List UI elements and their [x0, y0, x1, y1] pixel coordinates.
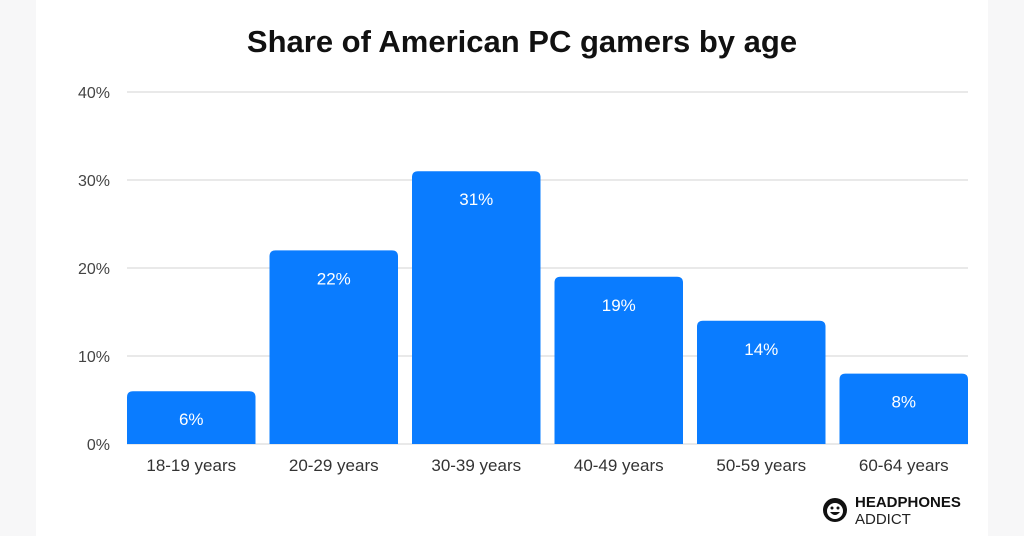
y-tick-label: 20% — [78, 261, 110, 278]
bar — [127, 391, 256, 444]
y-tick-label: 40% — [78, 85, 110, 102]
bar — [697, 320, 826, 444]
bar — [269, 250, 398, 444]
data-label: 8% — [891, 393, 916, 412]
y-tick-label: 30% — [78, 173, 110, 190]
data-label: 31% — [459, 190, 493, 209]
x-tick-label: 18-19 years — [146, 456, 236, 475]
bar — [839, 373, 968, 444]
data-label: 19% — [602, 296, 636, 315]
x-tick-label: 40-49 years — [574, 456, 664, 475]
x-tick-label: 30-39 years — [431, 456, 521, 475]
data-label: 6% — [179, 410, 204, 429]
bar — [554, 276, 683, 444]
x-tick-label: 60-64 years — [859, 456, 949, 475]
x-tick-label: 50-59 years — [716, 456, 806, 475]
data-label: 14% — [744, 340, 778, 359]
brand-line2: ADDICT — [855, 511, 911, 528]
brand-line1: HEADPHONES — [855, 494, 961, 511]
data-label: 22% — [317, 269, 351, 288]
bar — [412, 171, 541, 444]
x-tick-label: 20-29 years — [289, 456, 379, 475]
chart-title: Share of American PC gamers by age — [247, 24, 797, 59]
y-tick-label: 0% — [87, 437, 110, 454]
brand-logo: HEADPHONES ADDICT — [823, 494, 961, 528]
headphones-face-icon — [823, 498, 847, 522]
y-tick-label: 10% — [78, 349, 110, 366]
